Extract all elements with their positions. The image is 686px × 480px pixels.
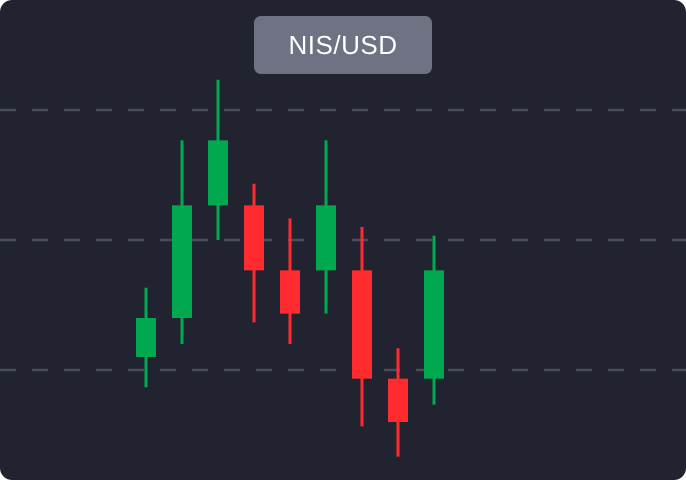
candle-body xyxy=(244,205,264,271)
candle-body xyxy=(352,270,372,379)
candle-down xyxy=(280,218,300,345)
currency-pair-badge: NIS/USD xyxy=(254,16,432,74)
candle-body xyxy=(316,205,336,271)
gridlines xyxy=(0,108,686,372)
candle-up xyxy=(208,79,228,241)
candle-body xyxy=(172,205,192,319)
candle-body xyxy=(136,318,156,358)
candle-up xyxy=(316,140,336,314)
currency-pair-label: NIS/USD xyxy=(288,29,398,60)
candles xyxy=(136,79,444,457)
candle-down xyxy=(352,227,372,427)
candle-body xyxy=(208,140,228,206)
candle-body xyxy=(424,270,444,379)
candle-up xyxy=(172,140,192,345)
candle-body xyxy=(280,270,300,314)
candle-body xyxy=(388,378,408,422)
candle-up xyxy=(424,235,444,405)
candle-down xyxy=(244,183,264,323)
candle-down xyxy=(388,348,408,457)
candle-up xyxy=(136,287,156,388)
